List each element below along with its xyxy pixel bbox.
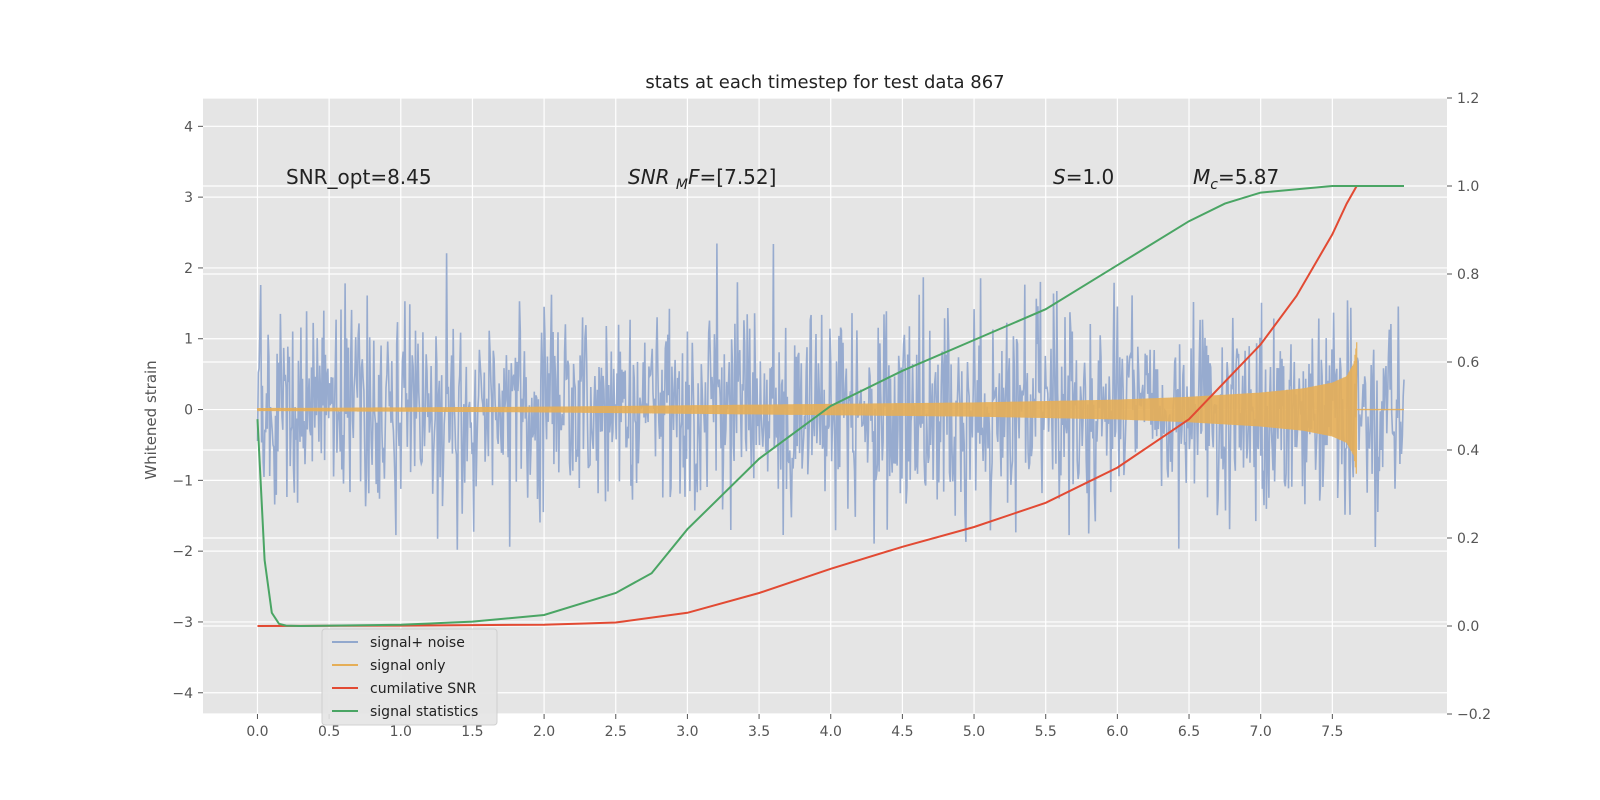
x-tick-label: 0.5 xyxy=(318,724,340,740)
x-tick-label: 4.0 xyxy=(820,724,842,740)
x-tick-label: 6.5 xyxy=(1178,724,1200,740)
y2-tick-label: −0.2 xyxy=(1457,707,1491,723)
y-tick-label: 4 xyxy=(184,119,193,135)
chart-title: stats at each timestep for test data 867 xyxy=(645,72,1004,93)
x-tick-label: 5.5 xyxy=(1035,724,1057,740)
y-tick-label: 1 xyxy=(184,332,193,348)
y2-tick-label: 1.0 xyxy=(1457,179,1479,195)
signal-only-series xyxy=(256,342,1404,474)
x-tick-label: 0.0 xyxy=(246,724,268,740)
y2-tick-label: 0.6 xyxy=(1457,355,1479,371)
legend: signal+ noise signal only cumilative SNR si… xyxy=(321,628,498,726)
y2-tick-label: 0.0 xyxy=(1457,619,1479,635)
x-tick-label: 7.0 xyxy=(1250,724,1272,740)
y2-tick-label: 1.2 xyxy=(1457,91,1479,107)
x-tick-label: 3.0 xyxy=(676,724,698,740)
y2-tick-label: 0.2 xyxy=(1457,531,1479,547)
x-tick-label: 1.0 xyxy=(390,724,412,740)
y-tick-label: 2 xyxy=(184,261,193,277)
y-tick-label: 0 xyxy=(184,403,193,419)
signal-only-line xyxy=(256,342,1404,474)
x-tick-label: 2.0 xyxy=(533,724,555,740)
y-tick-label: −4 xyxy=(172,686,193,702)
y-tick-label: −2 xyxy=(172,544,193,560)
legend-label: signal only xyxy=(370,658,445,674)
annotation-snr-opt: SNR_opt=8.45 xyxy=(286,165,432,189)
cumulative-snr-line xyxy=(257,185,1404,627)
x-tick-label: 1.5 xyxy=(461,724,483,740)
x-tick-label: 7.5 xyxy=(1321,724,1343,740)
y-tick-label: −3 xyxy=(172,615,193,631)
axis-ticks: 0.0 0.5 1.0 1.5 2.0 2.5 3.0 3.5 4.0 4.5 5.0 5.5 6.0 6… xyxy=(172,91,1491,740)
x-tick-label: 5.0 xyxy=(963,724,985,740)
x-tick-label: 6.0 xyxy=(1106,724,1128,740)
y-tick-label: 3 xyxy=(184,190,193,206)
right-axis-series xyxy=(256,185,1404,628)
legend-box xyxy=(321,628,498,726)
y-tick-label: −1 xyxy=(172,473,193,489)
annotation-mc-value: Mc=5.87 xyxy=(1193,165,1279,193)
signal-noise-line xyxy=(256,243,1405,550)
signal-noise-series xyxy=(256,243,1405,550)
y-axis-label: Whitened strain xyxy=(142,360,160,479)
legend-label: cumilative SNR xyxy=(370,681,477,697)
annotation-s-value: S=1.0 xyxy=(1053,165,1114,189)
legend-label: signal+ noise xyxy=(370,635,465,651)
annotation-snr-mf: SNR MF=[7.52] xyxy=(628,165,776,193)
x-tick-label: 4.5 xyxy=(891,724,913,740)
y2-tick-label: 0.8 xyxy=(1457,267,1479,283)
signal-statistics-line xyxy=(256,185,1404,628)
y2-tick-label: 0.4 xyxy=(1457,443,1479,459)
x-tick-label: 3.5 xyxy=(748,724,770,740)
x-tick-label: 2.5 xyxy=(605,724,627,740)
legend-label: signal statistics xyxy=(370,704,478,720)
